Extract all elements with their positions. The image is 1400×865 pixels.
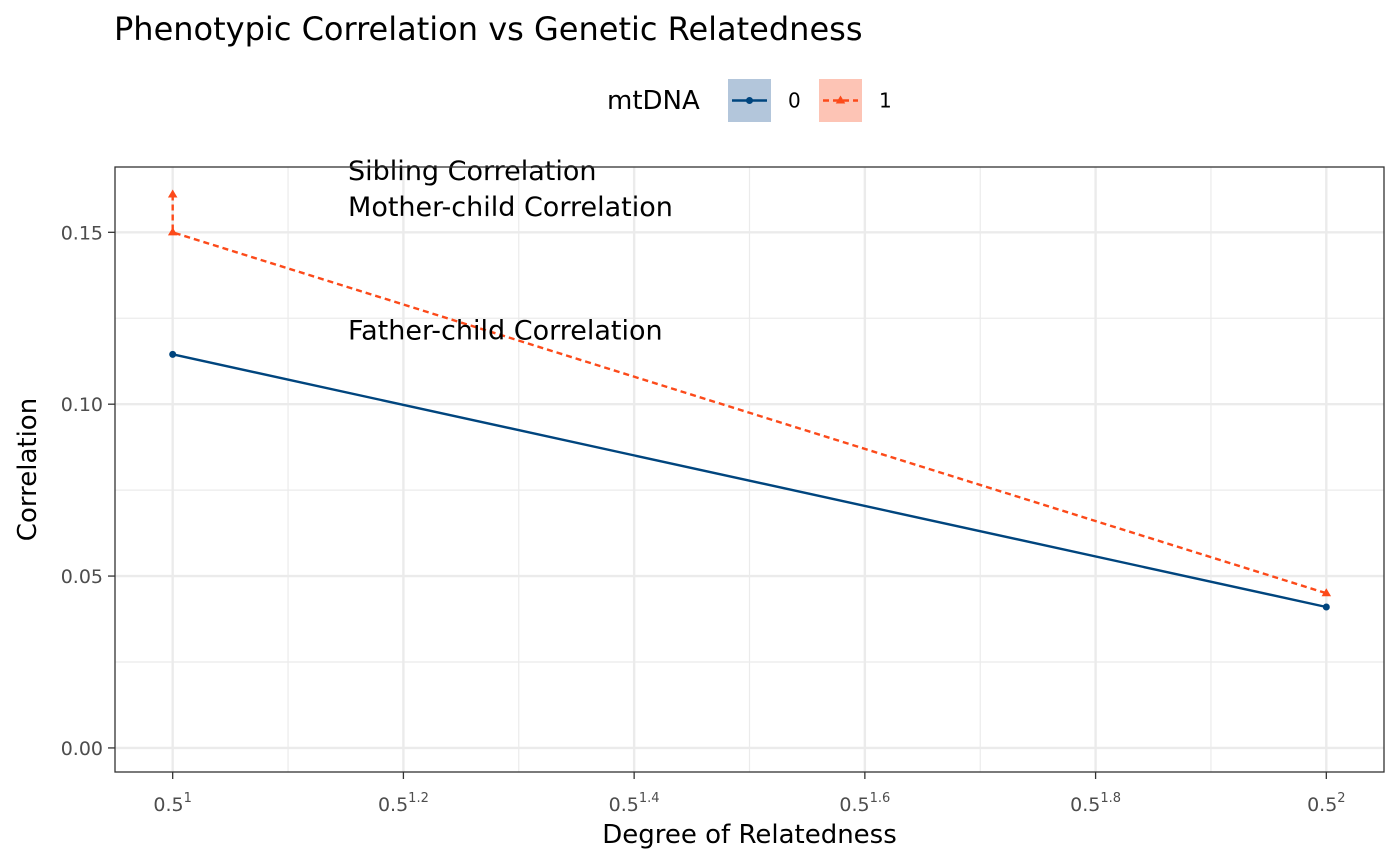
data-point — [1322, 603, 1330, 611]
legend-item-label: 0 — [788, 89, 801, 113]
data-point — [167, 189, 178, 198]
data-point — [1321, 588, 1332, 597]
legend: mtDNA 0 1 — [607, 79, 892, 122]
legend-key-marker — [835, 95, 846, 104]
legend-title: mtDNA — [607, 86, 700, 116]
plot-panel-border — [114, 166, 1385, 773]
y-tick-label: 0.15 — [61, 222, 103, 244]
annotation-label: Father-child Correlation — [348, 316, 663, 347]
x-tick-label: 0.51.8 — [1070, 791, 1121, 816]
x-tick-label: 0.51.4 — [609, 791, 660, 816]
data-point — [169, 350, 177, 358]
x-tick-label: 0.51.2 — [378, 791, 429, 816]
data-point — [167, 227, 178, 236]
series-0 — [169, 350, 1330, 611]
annotation-label: Mother-child Correlation — [348, 192, 673, 223]
x-tick-label: 0.52 — [1307, 791, 1346, 816]
series-line-1 — [171, 194, 1327, 595]
x-tick-label: 0.51.6 — [839, 791, 890, 816]
x-axis-title: Degree of Relatedness — [602, 820, 897, 850]
chart-title: Phenotypic Correlation vs Genetic Relate… — [114, 10, 862, 48]
legend-key-marker — [746, 97, 753, 104]
y-tick-label: 0.10 — [61, 394, 103, 416]
legend-item-label: 1 — [879, 89, 892, 113]
y-axis-title: Correlation — [13, 398, 43, 541]
y-tick-label: 0.00 — [61, 738, 103, 760]
annotation-label: Sibling Correlation — [348, 156, 597, 187]
series-line-0 — [172, 353, 1327, 609]
legend-item-0: 0 — [728, 79, 801, 122]
series-1 — [167, 189, 1332, 597]
y-tick-label: 0.05 — [61, 566, 103, 588]
legend-item-1: 1 — [819, 79, 892, 122]
x-tick-label: 0.51 — [153, 791, 192, 816]
